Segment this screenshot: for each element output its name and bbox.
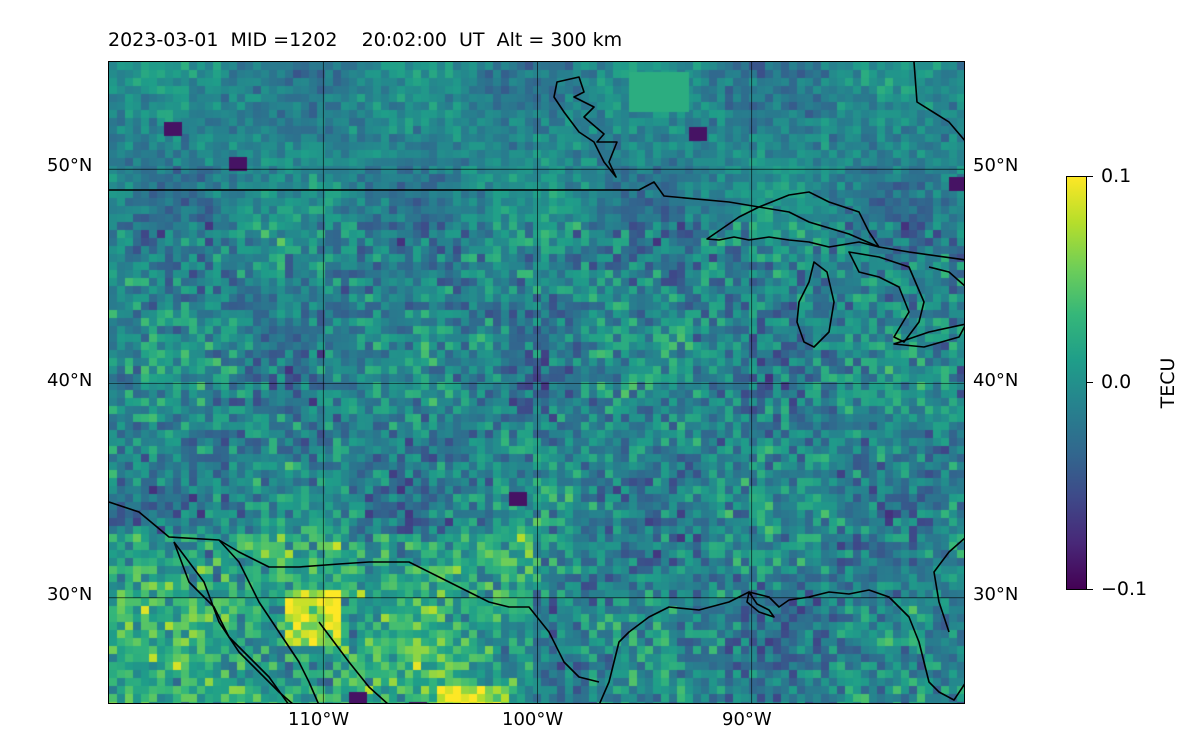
- map-overlay: [109, 62, 964, 703]
- lat-label-right-50: 50°N: [973, 155, 1019, 176]
- us-mexico-border: [109, 501, 600, 683]
- lon-label-90w: 90°W: [722, 709, 772, 730]
- colorbar-tick-mid: [1087, 382, 1093, 384]
- lake-michigan: [796, 261, 835, 348]
- baja-coast: [173, 541, 289, 703]
- lake-huron: [848, 251, 925, 343]
- coastlines: [109, 62, 964, 703]
- colorbar: [1066, 176, 1087, 590]
- lake-ontario-shore: [928, 266, 964, 287]
- lon-label-100w: 100°W: [502, 709, 564, 730]
- hudson-bay-coast: [553, 76, 618, 178]
- mexico-west-coast: [318, 621, 388, 703]
- lat-label-left-30: 30°N: [47, 584, 93, 605]
- colorbar-label-min: −0.1: [1101, 578, 1148, 600]
- colorbar-label-max: 0.1: [1101, 165, 1132, 187]
- lake-erie: [893, 323, 964, 348]
- lon-label-110w: 110°W: [288, 709, 350, 730]
- tec-heatmap: [109, 62, 964, 703]
- gulf-coast: [598, 589, 964, 703]
- mexico-pacific-coast: [218, 539, 320, 703]
- lake-superior: [706, 191, 880, 248]
- colorbar-tick-min: [1087, 589, 1093, 591]
- colorbar-title: TECU: [1157, 357, 1179, 409]
- colorbar-label-mid: 0.0: [1101, 371, 1132, 393]
- us-canada-border: [109, 181, 964, 261]
- lat-label-right-40: 40°N: [973, 370, 1019, 391]
- tec-map: [108, 61, 965, 704]
- mississippi-delta: [746, 591, 775, 618]
- atlantic-coast: [933, 537, 964, 633]
- lat-label-left-40: 40°N: [47, 370, 93, 391]
- colorbar-tick-max: [1087, 176, 1093, 178]
- lat-label-right-30: 30°N: [973, 584, 1019, 605]
- map-title: 2023-03-01 MID =1202 20:02:00 UT Alt = 3…: [108, 29, 623, 51]
- james-bay-coast: [913, 62, 964, 141]
- gridlines: [109, 62, 964, 703]
- lat-label-left-50: 50°N: [47, 155, 93, 176]
